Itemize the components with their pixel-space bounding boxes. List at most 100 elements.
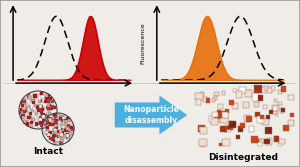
Bar <box>196 100 201 105</box>
Bar <box>278 90 282 94</box>
Bar <box>47 100 50 103</box>
Bar <box>212 112 218 118</box>
Bar <box>257 116 264 123</box>
Bar <box>200 92 204 96</box>
Bar <box>39 116 42 119</box>
Bar <box>50 105 54 108</box>
Bar <box>66 134 69 137</box>
Bar <box>50 117 53 120</box>
Bar <box>259 139 263 143</box>
Bar <box>32 99 35 102</box>
Bar <box>232 103 238 109</box>
Bar <box>263 105 267 109</box>
Bar <box>38 105 41 108</box>
Bar <box>220 113 226 119</box>
Bar <box>45 97 48 100</box>
Bar <box>272 105 279 111</box>
Bar <box>55 126 58 129</box>
Bar <box>21 104 24 107</box>
Bar <box>50 131 52 134</box>
Bar <box>22 100 26 103</box>
Bar <box>51 100 54 103</box>
Bar <box>24 112 27 116</box>
Bar <box>271 86 275 91</box>
Bar <box>60 117 63 120</box>
Bar <box>211 119 218 125</box>
Bar <box>51 120 54 123</box>
Bar <box>38 123 41 126</box>
Bar <box>44 100 47 103</box>
Bar <box>44 122 47 125</box>
Bar <box>255 112 260 117</box>
Bar <box>27 116 31 119</box>
Bar <box>47 118 50 120</box>
Bar <box>53 128 56 131</box>
Bar <box>66 127 69 130</box>
Bar <box>280 108 284 113</box>
Bar <box>39 105 42 108</box>
Bar <box>220 126 227 132</box>
Bar <box>59 130 62 133</box>
Bar <box>266 138 272 145</box>
Bar <box>246 116 252 122</box>
Bar <box>32 99 35 102</box>
Bar <box>21 115 25 118</box>
Bar <box>42 98 45 102</box>
Bar <box>52 123 55 126</box>
Bar <box>31 119 34 122</box>
Bar <box>62 117 65 119</box>
Bar <box>260 115 264 119</box>
Text: Intact: Intact <box>33 146 63 155</box>
Bar <box>62 125 65 128</box>
Bar <box>44 115 47 118</box>
Bar <box>195 93 203 100</box>
Bar <box>58 134 61 137</box>
Bar <box>46 99 49 102</box>
Bar <box>28 95 31 99</box>
Bar <box>274 136 278 141</box>
Bar <box>47 108 50 111</box>
Bar <box>35 96 38 99</box>
Bar <box>281 86 286 92</box>
Bar <box>66 117 69 120</box>
Bar <box>37 109 40 112</box>
Bar <box>21 101 24 105</box>
Bar <box>30 109 34 112</box>
Bar <box>40 120 43 124</box>
Bar <box>59 117 62 120</box>
Bar <box>49 137 52 139</box>
Bar <box>219 111 226 118</box>
Bar <box>50 124 53 126</box>
Bar <box>28 110 31 114</box>
Bar <box>46 115 50 118</box>
Bar <box>40 92 44 95</box>
Bar <box>56 119 58 121</box>
Bar <box>219 143 222 146</box>
Bar <box>54 131 56 134</box>
Bar <box>25 120 28 123</box>
Bar <box>27 106 30 109</box>
Bar <box>203 97 208 102</box>
Bar <box>47 112 50 116</box>
Bar <box>34 104 37 107</box>
Bar <box>67 139 70 141</box>
Bar <box>66 133 69 135</box>
Bar <box>46 94 50 97</box>
Bar <box>208 116 214 122</box>
Bar <box>30 93 33 97</box>
Bar <box>48 118 51 120</box>
Bar <box>264 86 268 91</box>
Bar <box>67 134 70 137</box>
Bar <box>214 92 219 96</box>
Bar <box>266 115 269 119</box>
Bar <box>38 125 41 128</box>
Bar <box>46 132 48 134</box>
Bar <box>67 131 70 134</box>
Bar <box>64 134 66 137</box>
Bar <box>61 115 64 117</box>
Bar <box>232 122 236 126</box>
Bar <box>68 119 71 121</box>
Bar <box>49 122 52 125</box>
Bar <box>215 114 220 119</box>
Bar <box>53 113 56 116</box>
